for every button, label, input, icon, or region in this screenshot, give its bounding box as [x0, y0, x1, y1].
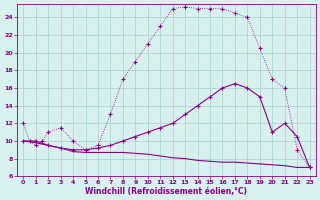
X-axis label: Windchill (Refroidissement éolien,°C): Windchill (Refroidissement éolien,°C) [85, 187, 247, 196]
